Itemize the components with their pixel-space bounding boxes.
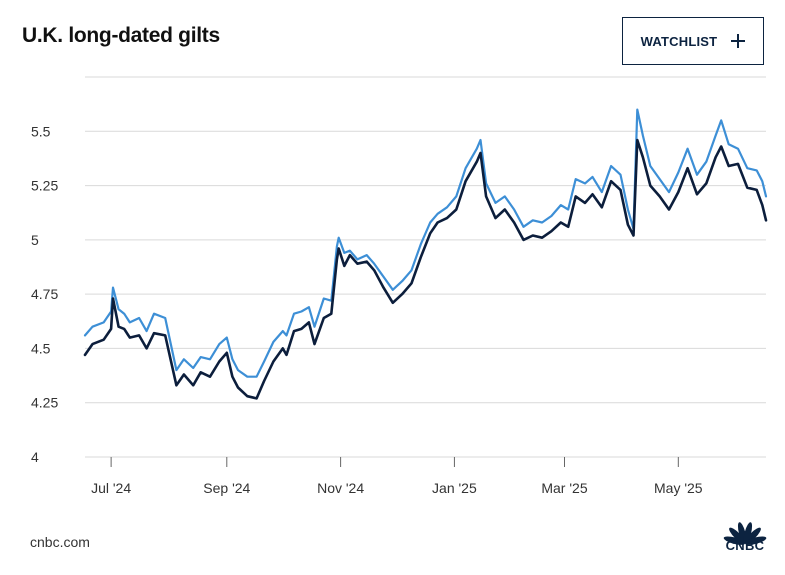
- x-tick-label: Jul '24: [91, 480, 131, 496]
- x-tick-label: Mar '25: [541, 480, 587, 496]
- cnbc-logo-text: CNBC: [725, 538, 765, 553]
- line-chart: 4 4.25 4.5 4.75 5 5.25 5.5 Jul '24 Sep '24 Nov '2…: [31, 76, 768, 496]
- y-tick-label: 4: [31, 449, 39, 465]
- y-tick-label: 4.75: [31, 286, 58, 302]
- y-tick-label: 4.5: [31, 340, 51, 356]
- watchlist-button[interactable]: WATCHLIST: [622, 17, 764, 65]
- y-tick-label: 5.5: [31, 123, 51, 139]
- x-tick-label: May '25: [654, 480, 703, 496]
- y-tick-label: 5.25: [31, 178, 58, 194]
- x-tick-label: Nov '24: [317, 480, 364, 496]
- source-text: cnbc.com: [30, 534, 90, 550]
- x-tick-label: Sep '24: [203, 480, 250, 496]
- y-tick-label: 4.25: [31, 395, 58, 411]
- chart-title: U.K. long-dated gilts: [22, 24, 220, 47]
- cnbc-peacock-icon: [723, 522, 767, 545]
- watchlist-label: WATCHLIST: [640, 33, 718, 49]
- x-tick-label: Jan '25: [432, 480, 477, 496]
- plus-icon: [731, 34, 746, 48]
- series-line-dark: [83, 138, 768, 400]
- y-tick-label: 5: [31, 232, 39, 248]
- series-line-light: [83, 108, 768, 378]
